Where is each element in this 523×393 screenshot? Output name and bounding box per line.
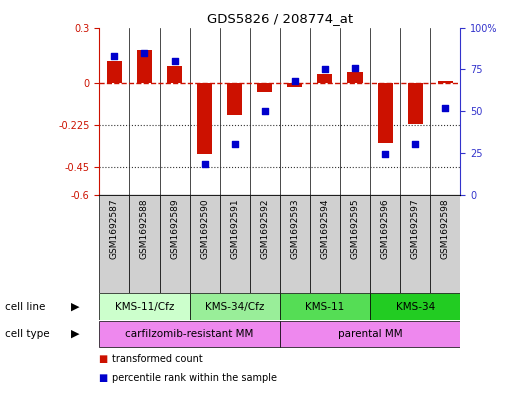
Bar [430, 195, 460, 293]
Bar [370, 293, 460, 320]
Text: GSM1692587: GSM1692587 [110, 198, 119, 259]
Point [170, 58, 179, 64]
Text: GSM1692598: GSM1692598 [441, 198, 450, 259]
Text: KMS-11: KMS-11 [305, 301, 345, 312]
Point [351, 64, 359, 71]
Point [381, 151, 389, 158]
Text: GSM1692596: GSM1692596 [381, 198, 390, 259]
Text: KMS-34/Cfz: KMS-34/Cfz [205, 301, 265, 312]
Point [231, 141, 239, 147]
Text: percentile rank within the sample: percentile rank within the sample [112, 373, 277, 382]
Text: carfilzomib-resistant MM: carfilzomib-resistant MM [126, 329, 254, 339]
Text: GSM1692588: GSM1692588 [140, 198, 149, 259]
Bar [257, 83, 272, 92]
Text: GSM1692590: GSM1692590 [200, 198, 209, 259]
Text: ■: ■ [99, 373, 112, 382]
Bar [280, 321, 460, 347]
Bar [407, 83, 423, 124]
Point [200, 161, 209, 167]
Text: ▶: ▶ [71, 301, 79, 312]
Text: GSM1692594: GSM1692594 [321, 198, 329, 259]
Bar [370, 195, 400, 293]
Bar [280, 195, 310, 293]
Point [260, 108, 269, 114]
Bar [129, 195, 160, 293]
Bar [227, 83, 242, 115]
Bar [99, 321, 280, 347]
Text: cell type: cell type [5, 329, 50, 339]
Bar [250, 195, 280, 293]
Point [321, 66, 329, 72]
Bar [99, 293, 189, 320]
Bar [167, 66, 182, 83]
Bar [317, 74, 333, 83]
Point [140, 50, 149, 56]
Text: parental MM: parental MM [338, 329, 402, 339]
Bar [400, 195, 430, 293]
Title: GDS5826 / 208774_at: GDS5826 / 208774_at [207, 12, 353, 25]
Bar [99, 195, 129, 293]
Text: KMS-11/Cfz: KMS-11/Cfz [115, 301, 174, 312]
Text: GSM1692589: GSM1692589 [170, 198, 179, 259]
Bar [340, 195, 370, 293]
Text: transformed count: transformed count [112, 354, 203, 364]
Text: GSM1692595: GSM1692595 [350, 198, 359, 259]
Bar [310, 195, 340, 293]
Bar [378, 83, 393, 143]
Bar [107, 61, 122, 83]
Point [411, 141, 419, 147]
Bar [197, 83, 212, 154]
Text: GSM1692597: GSM1692597 [411, 198, 419, 259]
Bar [189, 195, 220, 293]
Bar [280, 293, 370, 320]
Bar [160, 195, 189, 293]
Bar [189, 293, 280, 320]
Bar [438, 81, 453, 83]
Text: GSM1692592: GSM1692592 [260, 198, 269, 259]
Point [441, 105, 449, 111]
Text: GSM1692593: GSM1692593 [290, 198, 299, 259]
Text: KMS-34: KMS-34 [395, 301, 435, 312]
Bar [287, 83, 302, 87]
Point [110, 53, 119, 59]
Text: ■: ■ [99, 354, 112, 364]
Text: GSM1692591: GSM1692591 [230, 198, 239, 259]
Bar [347, 72, 362, 83]
Text: cell line: cell line [5, 301, 46, 312]
Bar [220, 195, 249, 293]
Bar [137, 50, 152, 83]
Point [291, 78, 299, 84]
Text: ▶: ▶ [71, 329, 79, 339]
